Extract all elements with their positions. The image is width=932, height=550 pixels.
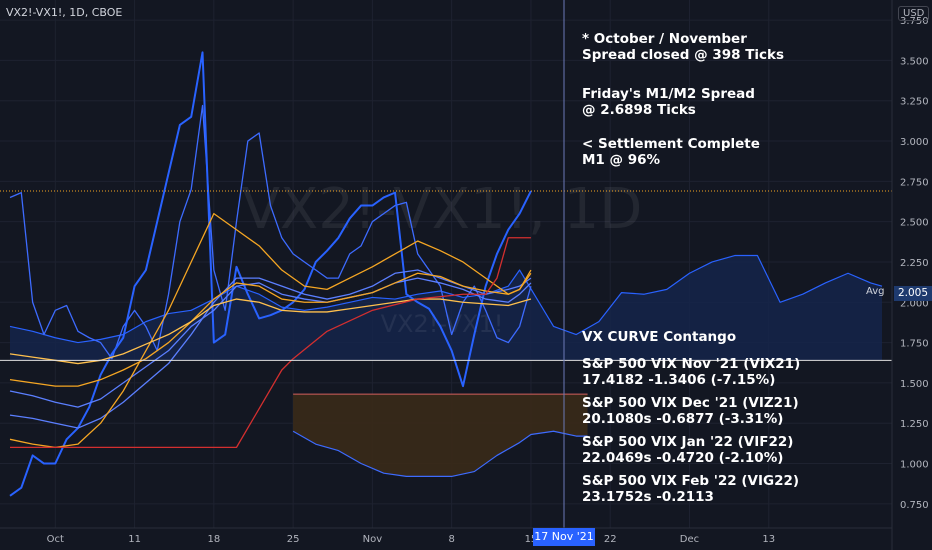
annotation-friday-spread: Friday's M1/M2 Spread @ 2.6898 Ticks (582, 86, 755, 118)
y-tick-label: 3.500 (900, 56, 929, 67)
avg-label: Avg (866, 286, 885, 297)
spread-line-0 (9, 104, 532, 360)
annotation-oct-nov-spread: * October / November Spread closed @ 398… (582, 31, 785, 63)
y-tick-label: 3.000 (900, 137, 929, 148)
currency-badge[interactable]: USD (898, 6, 930, 21)
spread-line-7 (10, 237, 531, 449)
symbol-title[interactable]: VX2!-VX1!, 1D, CBOE (6, 6, 123, 19)
x-tick-label: Nov (363, 534, 383, 545)
spread-line-1 (9, 51, 532, 497)
annotation-curve-contango: VX CURVE Contango (582, 329, 737, 345)
y-tick-label: 2.250 (900, 258, 929, 269)
watermark-sub: VX2!-VX1! (381, 310, 504, 338)
reference-lines (0, 190, 892, 361)
y-tick-label: 1.750 (900, 339, 929, 350)
price-axis[interactable]: 0.750 1.000 1.250 1.500 1.750 2.000 2.250 2.500… (900, 16, 929, 511)
avg-value-badge: 2.005 (894, 286, 932, 301)
x-tick-label: 11 (128, 534, 141, 545)
y-tick-label: 2.500 (900, 218, 929, 229)
contango-area-fill (293, 394, 588, 477)
y-tick-label: 3.250 (900, 97, 929, 108)
x-tick-label: Dec (680, 534, 699, 545)
x-tick-label: 25 (287, 534, 300, 545)
x-tick-label: Oct (47, 534, 64, 545)
annotation-vix-feb: S&P 500 VIX Feb '22 (VIG22) 23.1752s -0.… (582, 473, 800, 505)
annotation-vix-dec: S&P 500 VIX Dec '21 (VIZ21) 20.1080s -0.… (582, 395, 799, 427)
x-tick-label: 8 (448, 534, 454, 545)
contango-line (292, 430, 588, 478)
y-tick-label: 2.000 (900, 298, 929, 309)
spread-line-3 (9, 277, 532, 408)
series-lines (9, 51, 883, 497)
watermark: VX2!-VX1!, 1D VX2!-VX1! (242, 177, 643, 338)
y-tick-label: 2.750 (900, 177, 929, 188)
y-tick-label: 3.750 (900, 16, 929, 27)
y-tick-label: 1.250 (900, 419, 929, 430)
x-tick-label: 18 (207, 534, 220, 545)
y-tick-label: 1.500 (900, 379, 929, 390)
grid (0, 0, 892, 528)
annotation-vix-jan: S&P 500 VIX Jan '22 (VIF22) 22.0469s -0.… (582, 434, 794, 466)
watermark-main: VX2!-VX1!, 1D (242, 177, 643, 242)
y-tick-label: 1.000 (900, 460, 929, 471)
x-tick-label: 22 (604, 534, 617, 545)
x-tick-label: 15 (525, 534, 538, 545)
annotation-settlement: < Settlement Complete M1 @ 96% (582, 136, 760, 168)
crosshair-date-label: 17 Nov '21 (533, 528, 595, 546)
spread-line-4 (9, 212, 532, 449)
annotation-vix-nov: S&P 500 VIX Nov '21 (VIX21) 17.4182 -1.3… (582, 356, 801, 388)
time-axis[interactable]: Oct 11 18 25 Nov 8 15 22 Dec 13 (47, 534, 775, 545)
y-tick-label: 0.750 (900, 500, 929, 511)
x-tick-label: 13 (762, 534, 775, 545)
spread-line-5 (9, 272, 532, 387)
avg-line (9, 254, 883, 344)
